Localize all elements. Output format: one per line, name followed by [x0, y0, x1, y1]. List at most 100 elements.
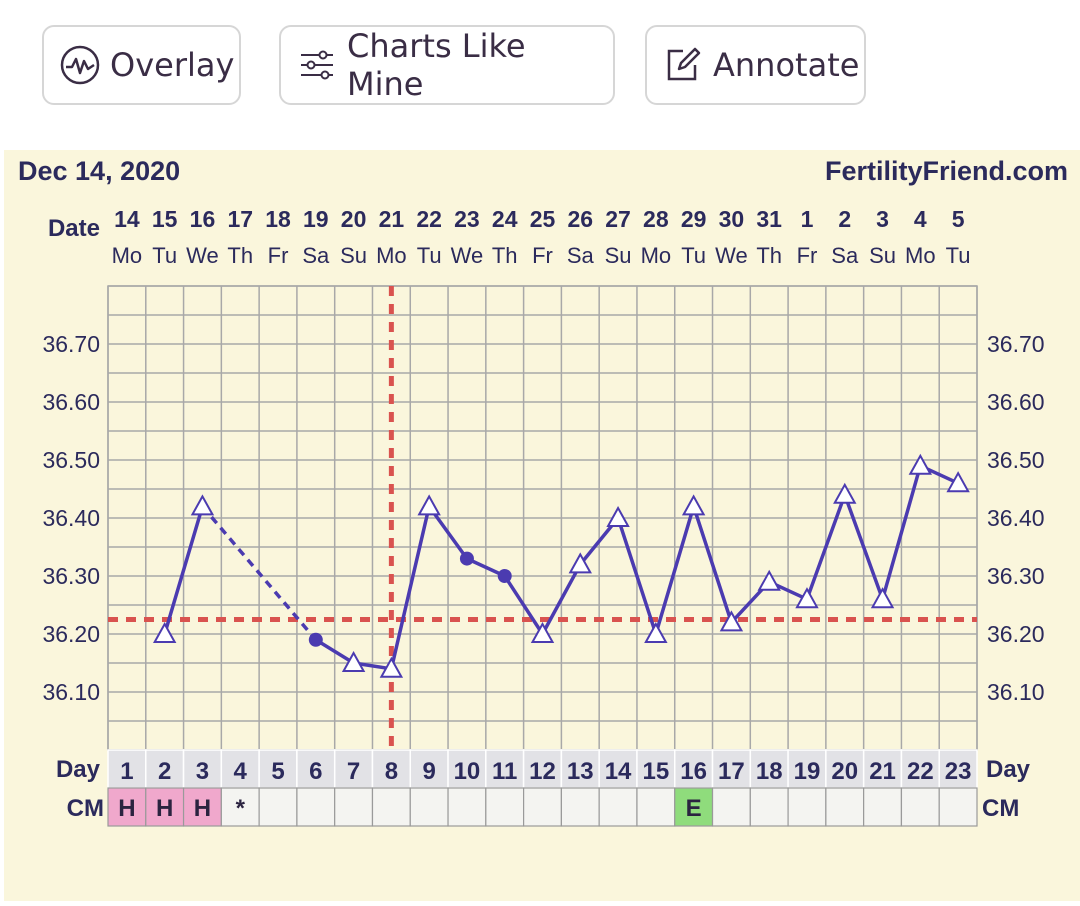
day-number: 7 — [347, 758, 360, 785]
chart-svg: Dec 14, 2020 FertilityFriend.com Date Da… — [4, 150, 1080, 901]
cm-code: H — [118, 795, 135, 822]
weekday-label: Sa — [831, 243, 859, 268]
day-row-label-left: Day — [56, 756, 101, 783]
cm-code: E — [686, 795, 702, 822]
date-label: 23 — [454, 206, 480, 232]
temp-point-triangle — [795, 587, 819, 609]
cm-row-label-right: CM — [982, 795, 1019, 822]
day-number: 14 — [605, 758, 632, 785]
cm-code: H — [194, 795, 211, 822]
weekday-label: Fr — [268, 243, 289, 268]
weekday-label: Th — [492, 243, 518, 268]
day-number: 20 — [831, 758, 858, 785]
y-tick-label-left: 36.30 — [42, 563, 100, 589]
date-label: 25 — [530, 206, 556, 232]
temp-point-circle — [459, 551, 474, 566]
charts-like-mine-button[interactable]: Charts Like Mine — [279, 25, 615, 105]
day-number: 8 — [385, 758, 398, 785]
temp-point-triangle — [530, 621, 555, 643]
annotate-button[interactable]: Annotate — [645, 25, 866, 105]
y-tick-label-right: 36.10 — [987, 679, 1045, 705]
charts-like-mine-label: Charts Like Mine — [347, 27, 526, 103]
cm-cell — [182, 787, 222, 827]
weekday-label: Th — [756, 243, 782, 268]
cm-cell — [334, 787, 374, 827]
day-cell — [371, 749, 412, 789]
temp-point-triangle — [833, 482, 857, 504]
cm-cell — [900, 787, 940, 827]
temp-point-triangle — [190, 494, 215, 516]
sliders-icon — [295, 43, 339, 87]
day-number: 17 — [718, 758, 745, 785]
y-tick-label-left: 36.70 — [42, 331, 100, 357]
temp-point-circle — [497, 569, 512, 583]
weekday-label: Tu — [681, 243, 706, 268]
weekday-label: Mo — [641, 243, 672, 268]
date-label: 18 — [265, 206, 291, 232]
cm-cell — [447, 787, 487, 827]
fertility-chart: Dec 14, 2020 FertilityFriend.com Date Da… — [4, 150, 1080, 901]
day-cell — [598, 749, 638, 789]
day-number: 16 — [680, 758, 707, 785]
day-number: 6 — [309, 758, 322, 785]
day-number: 9 — [422, 758, 435, 785]
weekday-label: Fr — [797, 243, 818, 268]
date-label: 29 — [681, 206, 707, 232]
date-label: 22 — [416, 206, 442, 232]
temp-point-triangle — [606, 505, 630, 527]
date-label: 31 — [756, 206, 782, 232]
temp-segment — [880, 465, 923, 600]
date-label: 14 — [114, 206, 140, 232]
temp-point-triangle — [379, 656, 404, 678]
date-label: 26 — [567, 206, 593, 232]
date-label: 20 — [341, 206, 367, 232]
temp-point-triangle — [417, 494, 441, 516]
day-number: 10 — [454, 758, 481, 785]
temp-point-triangle — [152, 621, 177, 643]
y-tick-label-left: 36.60 — [42, 389, 100, 415]
cm-cell — [409, 787, 449, 827]
y-tick-label-left: 36.10 — [42, 679, 100, 705]
date-label: 5 — [952, 206, 965, 232]
y-tick-label-right: 36.70 — [987, 331, 1045, 357]
y-tick-label-right: 36.50 — [987, 447, 1045, 473]
temp-point-triangle — [946, 471, 970, 493]
date-label: 3 — [876, 206, 889, 232]
y-tick-label-right: 36.40 — [987, 505, 1045, 531]
cm-cell — [825, 787, 865, 827]
weekday-label: We — [186, 243, 219, 268]
temp-segment — [616, 517, 658, 635]
overlay-button[interactable]: Overlay — [42, 25, 241, 105]
date-label: 4 — [914, 206, 927, 232]
weekday-label: Mo — [376, 243, 407, 268]
temp-segment — [314, 638, 355, 665]
date-label: 15 — [152, 206, 178, 232]
temp-segment — [162, 505, 205, 635]
weekday-label: Su — [869, 243, 896, 268]
cm-row-label-left: CM — [67, 795, 104, 822]
day-number: 13 — [567, 758, 594, 785]
temp-point-triangle — [908, 453, 933, 475]
cm-cell — [523, 787, 562, 827]
date-label: 24 — [492, 206, 518, 232]
temp-segment — [843, 494, 885, 600]
y-tick-label-right: 36.60 — [987, 389, 1045, 415]
temp-segment — [691, 505, 734, 623]
cm-cell — [485, 787, 525, 827]
cm-cell — [636, 787, 676, 827]
weekday-label: Th — [227, 243, 253, 268]
day-number: 1 — [120, 758, 133, 785]
day-cell — [522, 749, 563, 789]
day-number: 3 — [196, 758, 209, 785]
cm-cell — [258, 787, 298, 827]
temp-segment — [540, 563, 582, 635]
y-tick-label-right: 36.30 — [987, 563, 1045, 589]
weekday-label: Su — [605, 243, 632, 268]
cm-cell — [787, 787, 827, 827]
weekday-label: Sa — [567, 243, 595, 268]
date-label: 21 — [379, 206, 405, 232]
day-number: 22 — [907, 758, 934, 785]
weekday-label: Mo — [112, 243, 143, 268]
day-number: 18 — [756, 758, 783, 785]
temp-segment — [805, 494, 847, 600]
